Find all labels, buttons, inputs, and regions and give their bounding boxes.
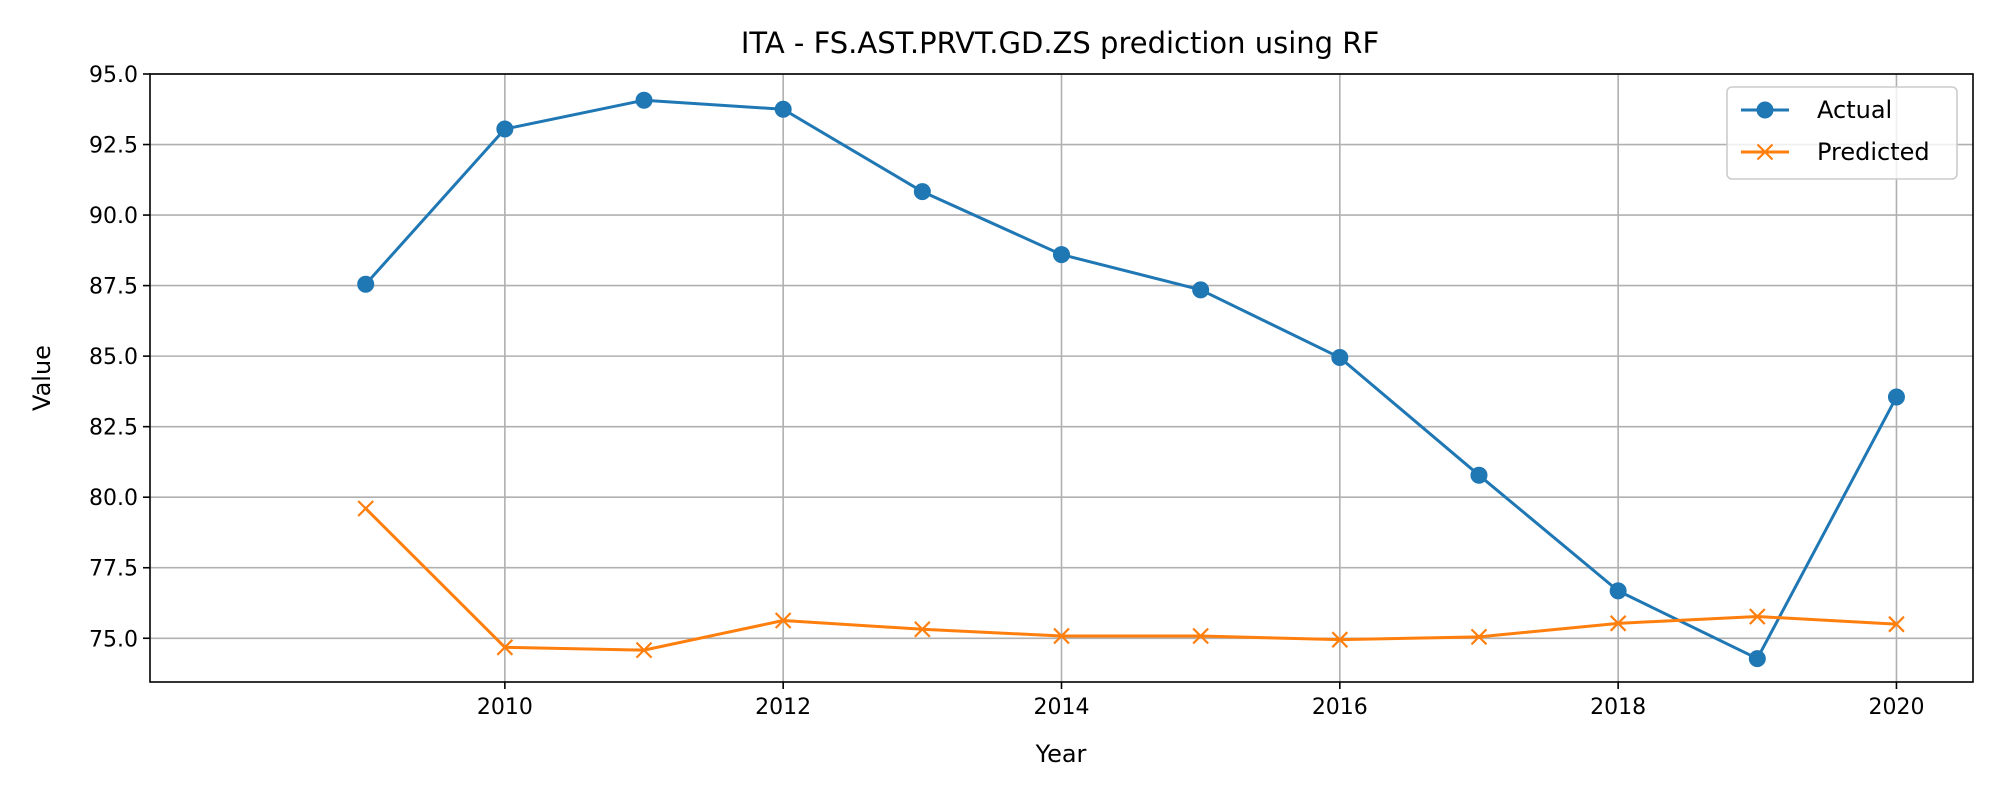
legend-entry-predicted: Predicted bbox=[1741, 138, 1930, 166]
x-tick-label: 2014 bbox=[1034, 695, 1090, 720]
y-tick-label: 87.5 bbox=[89, 275, 138, 300]
legend: Actual Predicted bbox=[1726, 86, 1958, 180]
actual-point bbox=[1331, 349, 1349, 367]
predicted-point bbox=[1609, 615, 1627, 632]
predicted-point bbox=[1470, 628, 1488, 646]
x-tick-label: 2012 bbox=[755, 695, 811, 720]
y-tick-label: 75.0 bbox=[89, 627, 138, 652]
actual-point bbox=[357, 275, 375, 293]
y-tick-label: 80.0 bbox=[89, 486, 138, 511]
actual-point bbox=[1192, 281, 1210, 299]
actual-point bbox=[1887, 388, 1905, 406]
actual-point bbox=[635, 91, 653, 109]
predicted-point bbox=[1888, 615, 1905, 633]
predicted-point bbox=[635, 641, 653, 659]
x-tick-label: 2016 bbox=[1312, 695, 1368, 720]
actual-point bbox=[913, 183, 931, 201]
y-tick-label: 95.0 bbox=[89, 63, 138, 88]
legend-marker-actual bbox=[1756, 101, 1774, 119]
actual-series bbox=[357, 91, 1905, 668]
predicted-point bbox=[1749, 608, 1766, 625]
x-tick-label: 2020 bbox=[1868, 695, 1924, 720]
predicted-point bbox=[357, 500, 374, 517]
actual-line bbox=[363, 98, 1899, 661]
predicted-point bbox=[1331, 631, 1349, 648]
x-tick-label: 2018 bbox=[1590, 695, 1646, 720]
y-tick-label: 82.5 bbox=[89, 416, 138, 441]
actual-point bbox=[496, 120, 514, 138]
predicted-point bbox=[496, 639, 514, 656]
actual-point bbox=[1609, 582, 1627, 600]
axis-ticks: 2010 2012 2014 2016 2018 2020 75.0 77.5 80.0 82.5… bbox=[89, 63, 1924, 720]
legend-marker-predicted bbox=[1756, 143, 1774, 161]
predicted-line bbox=[363, 506, 1899, 652]
series-lines bbox=[357, 91, 1905, 668]
x-tick-label: 2010 bbox=[477, 695, 533, 720]
y-tick-label: 85.0 bbox=[89, 345, 138, 370]
y-tick-label: 77.5 bbox=[89, 557, 138, 582]
actual-point bbox=[1470, 466, 1488, 484]
x-axis-title: Year bbox=[1035, 740, 1087, 768]
legend-label-actual: Actual bbox=[1817, 96, 1892, 124]
y-axis-title: Value bbox=[28, 345, 56, 411]
predicted-point bbox=[1192, 627, 1209, 645]
actual-point bbox=[1748, 650, 1766, 668]
predicted-point bbox=[1053, 627, 1070, 645]
actual-point bbox=[1053, 246, 1070, 264]
predicted-series bbox=[357, 500, 1905, 659]
predicted-point bbox=[774, 612, 792, 629]
predicted-point bbox=[914, 620, 931, 638]
legend-label-predicted: Predicted bbox=[1817, 138, 1930, 166]
chart-title: ITA - FS.AST.PRVT.GD.ZS prediction using… bbox=[741, 26, 1379, 60]
y-tick-label: 90.0 bbox=[89, 204, 138, 229]
legend-entry-actual: Actual bbox=[1741, 96, 1892, 124]
y-tick-label: 92.5 bbox=[89, 134, 138, 159]
actual-point bbox=[774, 100, 792, 118]
